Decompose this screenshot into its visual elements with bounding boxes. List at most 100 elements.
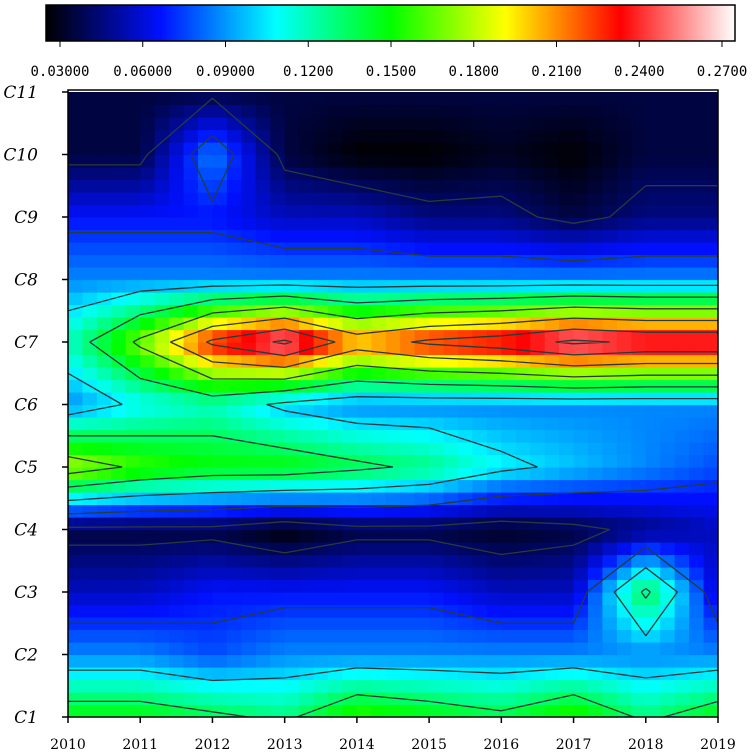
y-tick-label: C6 [14, 396, 38, 416]
heat-cell [270, 617, 286, 631]
heat-cell [140, 517, 156, 531]
colorbar-tick-label: 0.1500 [366, 64, 417, 80]
heat-cell [486, 142, 502, 156]
heat-cell [501, 554, 517, 568]
heat-cell [631, 529, 647, 543]
heat-cell [660, 117, 676, 131]
heat-cell [559, 654, 575, 668]
heat-cell [313, 479, 329, 493]
heat-cell [689, 217, 705, 231]
heat-cell [472, 354, 488, 368]
heat-cell [68, 404, 84, 418]
heat-cell [400, 329, 416, 343]
heat-cell [371, 267, 387, 281]
heat-cell [486, 567, 502, 581]
heat-cell [356, 704, 372, 717]
heat-cell [371, 142, 387, 156]
heat-cell [82, 642, 98, 656]
heat-cell [313, 317, 329, 331]
heat-cell [183, 204, 199, 218]
heat-cell [472, 679, 488, 693]
heat-cell [429, 579, 445, 593]
heat-cell [559, 554, 575, 568]
heat-cell [703, 404, 718, 418]
heat-cell [501, 142, 517, 156]
heat-cell [154, 342, 170, 356]
heat-cell [284, 92, 300, 106]
heat-cell [270, 104, 286, 118]
heat-cell [68, 667, 84, 681]
heat-cell [588, 142, 604, 156]
heat-cell [429, 242, 445, 256]
heat-cell [544, 292, 560, 306]
heat-cell [616, 129, 632, 143]
y-tick: C10 [3, 146, 68, 166]
heat-cell [414, 429, 430, 443]
heat-cell [703, 229, 718, 243]
heat-cell [544, 492, 560, 506]
heat-cell [198, 117, 214, 131]
heat-cell [299, 492, 315, 506]
heat-cell [400, 379, 416, 393]
heat-cell [68, 117, 84, 131]
heat-cell [530, 404, 546, 418]
heat-cell [429, 617, 445, 631]
heat-cell [689, 92, 705, 106]
heat-cell [501, 242, 517, 256]
heat-cell [501, 329, 517, 343]
heat-cell [703, 142, 718, 156]
heat-cell [530, 217, 546, 231]
heat-cell [140, 579, 156, 593]
heat-cell [631, 142, 647, 156]
heat-cell [515, 329, 531, 343]
heat-cell [96, 392, 112, 406]
heat-cell [154, 529, 170, 543]
heat-cell [313, 154, 329, 168]
heat-cell [602, 617, 618, 631]
heat-cell [472, 654, 488, 668]
heat-cell [198, 292, 214, 306]
y-tick: C8 [14, 271, 68, 291]
heat-cell [183, 392, 199, 406]
heat-cell [111, 142, 127, 156]
heat-cell [645, 92, 661, 106]
heat-cell [328, 529, 344, 543]
heat-cell [588, 154, 604, 168]
heat-cell [198, 567, 214, 581]
heat-cell [674, 692, 690, 706]
heat-cell [674, 342, 690, 356]
heat-cell [400, 467, 416, 481]
heat-cell [530, 229, 546, 243]
heat-cell [356, 217, 372, 231]
heat-cell [328, 317, 344, 331]
heat-cell [674, 679, 690, 693]
heat-cell [458, 354, 474, 368]
heat-cell [111, 129, 127, 143]
heat-cell [270, 467, 286, 481]
heat-cell [674, 354, 690, 368]
heat-cell [226, 417, 242, 431]
heat-cell [270, 592, 286, 606]
heat-cell [212, 429, 228, 443]
heat-cell [270, 329, 286, 343]
heat-cell [530, 267, 546, 281]
heat-cell [82, 354, 98, 368]
x-tick: 2014 [339, 717, 375, 753]
heat-cell [255, 704, 271, 717]
heat-cell [255, 642, 271, 656]
heat-cell [544, 242, 560, 256]
y-tick-label: C2 [14, 646, 38, 666]
heat-cell [631, 179, 647, 193]
heat-cell [270, 579, 286, 593]
heat-cell [226, 442, 242, 456]
heat-cell [486, 217, 502, 231]
heat-cell [515, 179, 531, 193]
heat-cell [443, 379, 459, 393]
heat-cell [255, 479, 271, 493]
heat-cell [660, 404, 676, 418]
heat-cell [515, 304, 531, 318]
heat-cell [501, 217, 517, 231]
heat-cell [660, 617, 676, 631]
heat-cell [270, 254, 286, 268]
heat-cell [356, 692, 372, 706]
